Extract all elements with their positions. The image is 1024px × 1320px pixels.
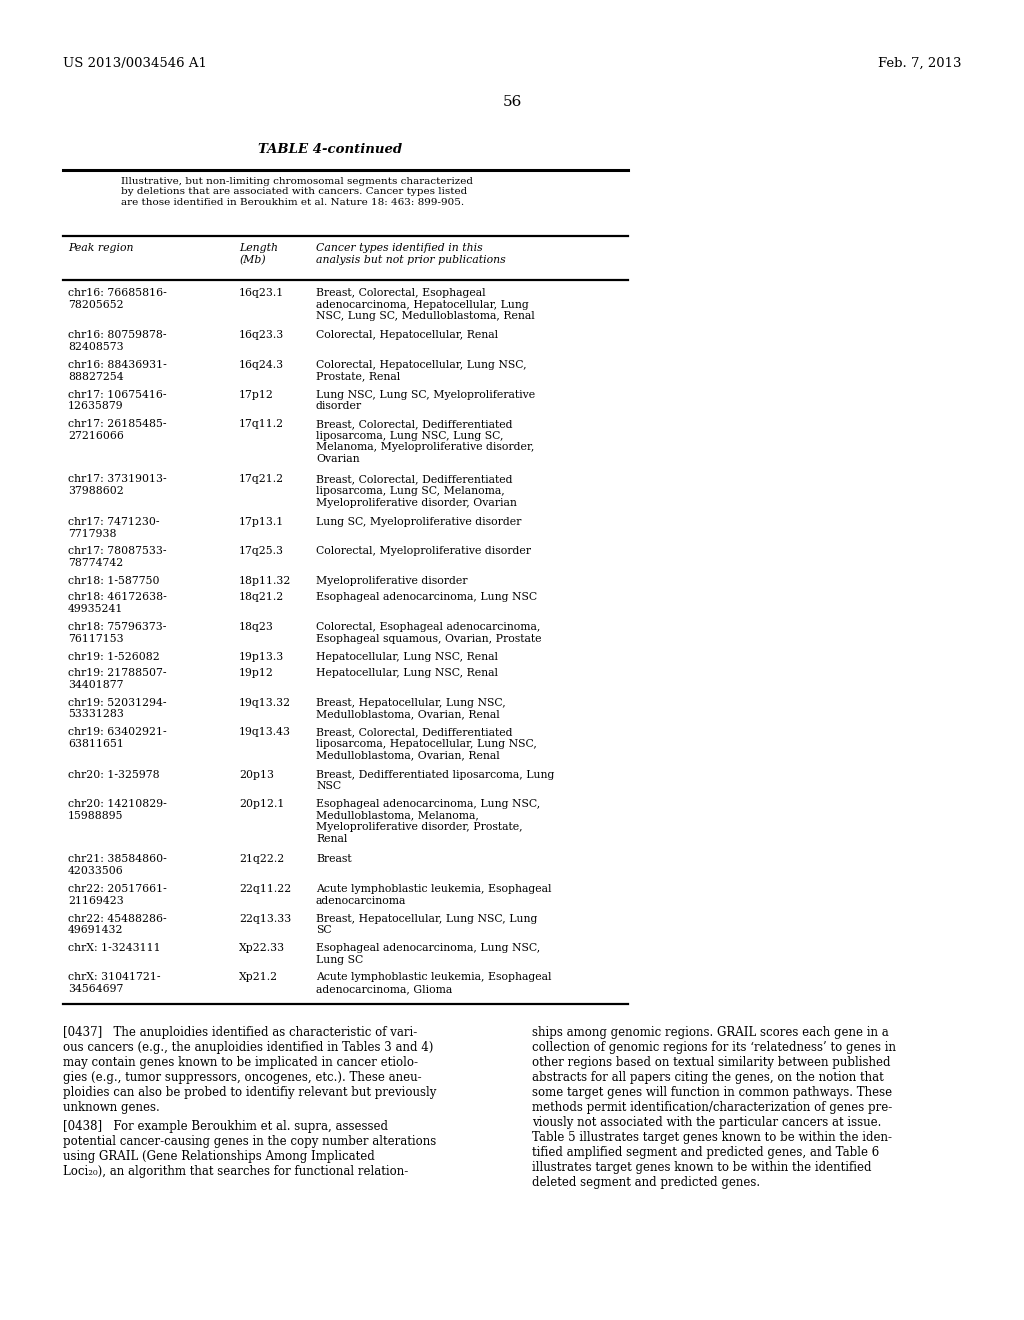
Text: 19q13.32: 19q13.32 <box>239 697 291 708</box>
Text: chr21: 38584860-
42033506: chr21: 38584860- 42033506 <box>68 854 167 876</box>
Text: Breast, Colorectal, Dedifferentiated
liposarcoma, Hepatocellular, Lung NSC,
Medu: Breast, Colorectal, Dedifferentiated lip… <box>316 727 537 760</box>
Text: chr17: 78087533-
78774742: chr17: 78087533- 78774742 <box>68 546 167 568</box>
Text: Peak region: Peak region <box>68 243 133 253</box>
Text: chr20: 1-325978: chr20: 1-325978 <box>68 770 160 780</box>
Text: 20p12.1: 20p12.1 <box>239 799 285 809</box>
Text: Breast, Hepatocellular, Lung NSC, Lung
SC: Breast, Hepatocellular, Lung NSC, Lung S… <box>316 913 538 935</box>
Text: 16q23.1: 16q23.1 <box>239 288 285 298</box>
Text: Breast, Colorectal, Dedifferentiated
liposarcoma, Lung NSC, Lung SC,
Melanoma, M: Breast, Colorectal, Dedifferentiated lip… <box>316 418 535 463</box>
Text: 18p11.32: 18p11.32 <box>239 576 292 586</box>
Text: chr17: 37319013-
37988602: chr17: 37319013- 37988602 <box>68 474 167 496</box>
Text: Esophageal adenocarcinoma, Lung NSC: Esophageal adenocarcinoma, Lung NSC <box>316 593 538 602</box>
Text: Breast, Colorectal, Dedifferentiated
liposarcoma, Lung SC, Melanoma,
Myeloprolif: Breast, Colorectal, Dedifferentiated lip… <box>316 474 517 508</box>
Text: 19p13.3: 19p13.3 <box>239 652 285 661</box>
Text: chr19: 1-526082: chr19: 1-526082 <box>68 652 160 661</box>
Text: 19p12: 19p12 <box>239 668 273 678</box>
Text: ships among genomic regions. GRAIL scores each gene in a
collection of genomic r: ships among genomic regions. GRAIL score… <box>532 1026 896 1189</box>
Text: chr19: 21788507-
34401877: chr19: 21788507- 34401877 <box>68 668 167 689</box>
Text: Myeloproliferative disorder: Myeloproliferative disorder <box>316 576 468 586</box>
Text: Esophageal adenocarcinoma, Lung NSC,
Lung SC: Esophageal adenocarcinoma, Lung NSC, Lun… <box>316 942 541 965</box>
Text: chr17: 7471230-
7717938: chr17: 7471230- 7717938 <box>68 517 160 539</box>
Text: 22q11.22: 22q11.22 <box>239 884 291 894</box>
Text: Breast, Hepatocellular, Lung NSC,
Medulloblastoma, Ovarian, Renal: Breast, Hepatocellular, Lung NSC, Medull… <box>316 697 506 719</box>
Text: Colorectal, Hepatocellular, Renal: Colorectal, Hepatocellular, Renal <box>316 330 498 341</box>
Text: chrX: 1-3243111: chrX: 1-3243111 <box>68 942 161 953</box>
Text: Length
(Mb): Length (Mb) <box>239 243 278 265</box>
Text: chr18: 75796373-
76117153: chr18: 75796373- 76117153 <box>68 622 166 644</box>
Text: Lung NSC, Lung SC, Myeloproliferative
disorder: Lung NSC, Lung SC, Myeloproliferative di… <box>316 389 536 411</box>
Text: chr16: 88436931-
88827254: chr16: 88436931- 88827254 <box>68 360 167 381</box>
Text: 17q11.2: 17q11.2 <box>239 418 284 429</box>
Text: chr19: 52031294-
53331283: chr19: 52031294- 53331283 <box>68 697 167 719</box>
Text: 17q21.2: 17q21.2 <box>239 474 284 484</box>
Text: Colorectal, Myeloproliferative disorder: Colorectal, Myeloproliferative disorder <box>316 546 531 557</box>
Text: chr16: 76685816-
78205652: chr16: 76685816- 78205652 <box>68 288 167 310</box>
Text: chr20: 14210829-
15988895: chr20: 14210829- 15988895 <box>68 799 167 821</box>
Text: TABLE 4-continued: TABLE 4-continued <box>258 143 402 156</box>
Text: 18q21.2: 18q21.2 <box>239 593 285 602</box>
Text: Acute lymphoblastic leukemia, Esophageal
adenocarcinoma: Acute lymphoblastic leukemia, Esophageal… <box>316 884 552 906</box>
Text: [0438]   For example Beroukhim et al. supra, assessed
potential cancer-causing g: [0438] For example Beroukhim et al. supr… <box>63 1119 436 1177</box>
Text: 17p12: 17p12 <box>239 389 273 400</box>
Text: Cancer types identified in this
analysis but not prior publications: Cancer types identified in this analysis… <box>316 243 506 264</box>
Text: Lung SC, Myeloproliferative disorder: Lung SC, Myeloproliferative disorder <box>316 517 521 527</box>
Text: Illustrative, but non-limiting chromosomal segments characterized
by deletions t: Illustrative, but non-limiting chromosom… <box>121 177 473 207</box>
Text: Acute lymphoblastic leukemia, Esophageal
adenocarcinoma, Glioma: Acute lymphoblastic leukemia, Esophageal… <box>316 973 552 994</box>
Text: chrX: 31041721-
34564697: chrX: 31041721- 34564697 <box>68 973 161 994</box>
Text: Breast: Breast <box>316 854 351 865</box>
Text: 17p13.1: 17p13.1 <box>239 517 285 527</box>
Text: 22q13.33: 22q13.33 <box>239 913 291 924</box>
Text: US 2013/0034546 A1: US 2013/0034546 A1 <box>63 57 207 70</box>
Text: chr17: 10675416-
12635879: chr17: 10675416- 12635879 <box>68 389 167 411</box>
Text: Hepatocellular, Lung NSC, Renal: Hepatocellular, Lung NSC, Renal <box>316 652 498 661</box>
Text: chr22: 45488286-
49691432: chr22: 45488286- 49691432 <box>68 913 167 935</box>
Text: 16q23.3: 16q23.3 <box>239 330 285 341</box>
Text: 56: 56 <box>503 95 521 110</box>
Text: Hepatocellular, Lung NSC, Renal: Hepatocellular, Lung NSC, Renal <box>316 668 498 678</box>
Text: Colorectal, Esophageal adenocarcinoma,
Esophageal squamous, Ovarian, Prostate: Colorectal, Esophageal adenocarcinoma, E… <box>316 622 542 644</box>
Text: 19q13.43: 19q13.43 <box>239 727 291 737</box>
Text: Xp22.33: Xp22.33 <box>239 942 285 953</box>
Text: 21q22.2: 21q22.2 <box>239 854 285 865</box>
Text: chr17: 26185485-
27216066: chr17: 26185485- 27216066 <box>68 418 167 441</box>
Text: Breast, Dedifferentiated liposarcoma, Lung
NSC: Breast, Dedifferentiated liposarcoma, Lu… <box>316 770 554 791</box>
Text: chr22: 20517661-
21169423: chr22: 20517661- 21169423 <box>68 884 167 906</box>
Text: chr18: 1-587750: chr18: 1-587750 <box>68 576 160 586</box>
Text: Colorectal, Hepatocellular, Lung NSC,
Prostate, Renal: Colorectal, Hepatocellular, Lung NSC, Pr… <box>316 360 526 381</box>
Text: 20p13: 20p13 <box>239 770 274 780</box>
Text: 16q24.3: 16q24.3 <box>239 360 284 370</box>
Text: chr16: 80759878-
82408573: chr16: 80759878- 82408573 <box>68 330 167 352</box>
Text: chr19: 63402921-
63811651: chr19: 63402921- 63811651 <box>68 727 167 748</box>
Text: Xp21.2: Xp21.2 <box>239 973 279 982</box>
Text: Breast, Colorectal, Esophageal
adenоcarcinoma, Hepatocellular, Lung
NSC, Lung SC: Breast, Colorectal, Esophageal adenоcarc… <box>316 288 535 321</box>
Text: 18q23: 18q23 <box>239 622 273 632</box>
Text: Feb. 7, 2013: Feb. 7, 2013 <box>878 57 961 70</box>
Text: 17q25.3: 17q25.3 <box>239 546 284 557</box>
Text: [0437]   The anuploidies identified as characteristic of vari-
ous cancers (e.g.: [0437] The anuploidies identified as cha… <box>63 1026 436 1114</box>
Text: chr18: 46172638-
49935241: chr18: 46172638- 49935241 <box>68 593 167 614</box>
Text: Esophageal adenocarcinoma, Lung NSC,
Medulloblastoma, Melanoma,
Myeloproliferati: Esophageal adenocarcinoma, Lung NSC, Med… <box>316 799 541 843</box>
